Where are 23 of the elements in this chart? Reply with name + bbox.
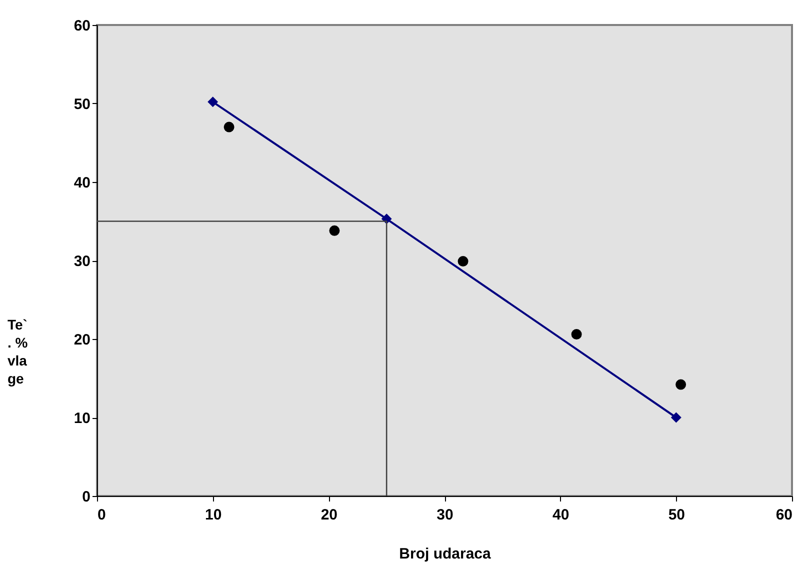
x-tick-label: 20 — [320, 506, 338, 524]
point — [676, 379, 686, 390]
y-tick-label: 50 — [74, 96, 90, 113]
x-tick-label: 40 — [552, 506, 570, 524]
x-tick-label: 30 — [436, 506, 454, 524]
y-tick-label: 20 — [74, 332, 90, 348]
y-tick-label: 40 — [74, 174, 90, 192]
x-tick-label: 10 — [204, 506, 222, 524]
x-axis-title: Broj udaraca — [399, 546, 492, 562]
x-tick-label: 0 — [98, 506, 106, 524]
point — [571, 329, 582, 340]
y-tick-label: 30 — [74, 253, 90, 270]
x-tick-label: 60 — [776, 506, 792, 524]
y-tick-label: 10 — [74, 410, 90, 427]
point — [329, 225, 340, 236]
y-axis-title: Te`. %vlage — [8, 316, 28, 386]
point — [458, 256, 468, 267]
y-tick-label: 60 — [74, 18, 90, 34]
x-tick-label: 50 — [668, 506, 686, 524]
point — [208, 96, 218, 108]
point — [670, 412, 682, 423]
point — [224, 122, 234, 132]
y-tick-label: 0 — [82, 488, 90, 506]
